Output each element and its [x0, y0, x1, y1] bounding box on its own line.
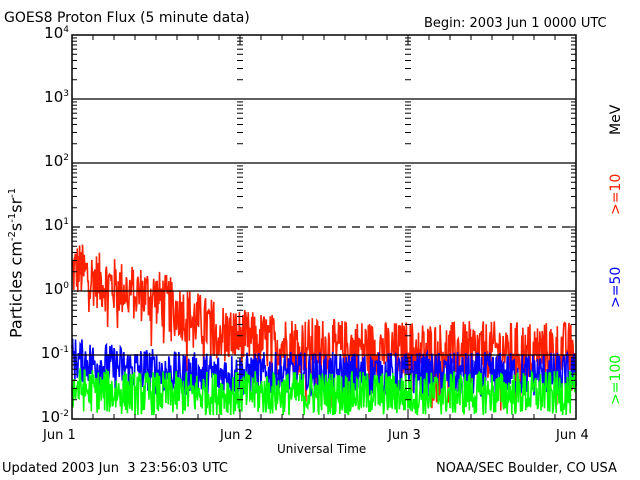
x-tick-jun1: Jun 1 [43, 428, 76, 443]
y-tick-label-exponent: -2 [60, 409, 69, 419]
y-tick-label-base: 10 [44, 24, 64, 42]
y-tick-label-base: 10 [44, 152, 64, 170]
chart-title: GOES8 Proton Flux (5 minute data) [4, 10, 250, 26]
y-tick-label: 10-1 [41, 346, 69, 361]
y-tick-label-base: 10 [40, 408, 61, 426]
legend-ge100: >=100 [608, 354, 624, 405]
y-tick-label: 101 [44, 218, 69, 233]
series-layer [71, 244, 577, 416]
credit-label: NOAA/SEC Boulder, CO USA [436, 461, 617, 476]
y-axis-label-base: Particles cm [6, 241, 26, 338]
x-axis-label: Universal Time [277, 442, 367, 456]
y-tick-label-exponent: 3 [63, 89, 69, 99]
y-axis-label-exp2: -1 [7, 212, 18, 223]
series-line-ge100 [71, 367, 577, 416]
y-tick-label-base: 10 [40, 344, 61, 362]
y-axis-label-sr: sr [6, 197, 26, 213]
y-tick-label-base: 10 [44, 88, 64, 106]
y-tick-label-exponent: 0 [63, 281, 69, 291]
y-tick-label: 102 [44, 154, 69, 169]
y-tick-label: 103 [44, 90, 69, 105]
x-tick-jun2: Jun 2 [220, 428, 253, 443]
y-tick-label-exponent: -1 [60, 345, 69, 355]
x-tick-jun4: Jun 4 [556, 428, 589, 443]
y-tick-label: 100 [44, 282, 69, 297]
y-tick-label: 10-2 [41, 410, 69, 425]
y-tick-label-exponent: 1 [63, 217, 69, 227]
y-axis-label-exp3: -1 [7, 187, 18, 198]
y-tick-label-exponent: 4 [63, 25, 69, 35]
grid-layer [72, 98, 576, 356]
legend-ge50: >=50 [608, 266, 624, 308]
legend-ge10: >=10 [608, 173, 624, 215]
begin-time-label: Begin: 2003 Jun 1 0000 UTC [424, 16, 607, 31]
y-tick-label-base: 10 [44, 280, 64, 298]
y-axis-label: Particles cm-2s-1sr-1 [6, 187, 26, 338]
y-axis-label-exp1: -2 [7, 231, 18, 242]
y-tick-label: 104 [44, 26, 69, 41]
units-label: MeV [608, 104, 624, 135]
y-axis-label-s: s [6, 222, 26, 232]
plot-frame [71, 34, 577, 420]
updated-timestamp: Updated 2003 Jun 3 23:56:03 UTC [2, 461, 228, 476]
y-tick-label-exponent: 2 [63, 153, 69, 163]
series-line-ge50 [71, 338, 577, 397]
x-tick-jun3: Jun 3 [388, 428, 421, 443]
y-tick-label-base: 10 [44, 216, 64, 234]
